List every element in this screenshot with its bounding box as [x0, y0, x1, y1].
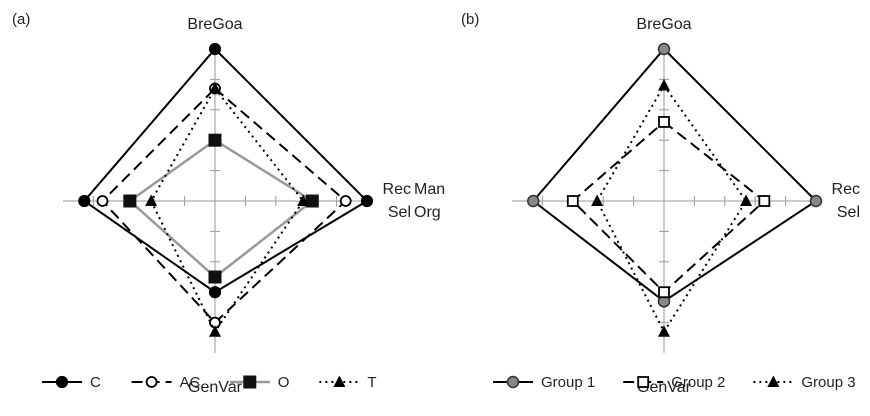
- data-point-t-manorg: [145, 194, 158, 206]
- data-point-group-1-recsel: [809, 194, 823, 208]
- legend-marker: [333, 375, 346, 387]
- data-point-t-recsel: [297, 194, 310, 206]
- legend: Group 1 Group 2 Group 3: [493, 374, 856, 391]
- axis-label-bottom: GenVar: [188, 379, 243, 396]
- legend-label: T: [367, 374, 376, 391]
- data-point-group-3-recsel: [740, 194, 753, 206]
- legend: C AC O T: [42, 374, 377, 391]
- data-point-c-recsel: [360, 194, 374, 208]
- panel-label: (a): [12, 11, 30, 28]
- data-point-o-bregoa: [208, 133, 222, 147]
- series-line-t: [150, 86, 305, 334]
- data-point-o-manorg: [123, 194, 137, 208]
- legend-marker: [506, 375, 520, 389]
- legend-label: C: [90, 374, 101, 391]
- axis-label-left: Man: [414, 181, 445, 198]
- legend-marker: [767, 375, 780, 387]
- axis-label-right: Rec: [832, 181, 860, 198]
- data-point-t-genvar: [209, 325, 221, 337]
- axis-label-bottom: GenVar: [637, 379, 692, 396]
- legend-label: Group 3: [801, 374, 855, 391]
- series-line-group-3: [595, 83, 748, 334]
- series-line-group-2: [571, 120, 766, 294]
- legend-marker: [145, 376, 158, 388]
- data-point-group-3-bregoa: [658, 78, 670, 91]
- series-line-o: [127, 138, 315, 279]
- axis-label-right: Sel: [837, 204, 860, 221]
- radar-panel-a: (a)BreGoaGenVarRecSelManOrgCACOT: [12, 11, 411, 396]
- legend-label: Group 2: [671, 374, 725, 391]
- data-point-c-manorg: [78, 194, 91, 208]
- panel-label: (b): [461, 11, 479, 28]
- axis-label-top: BreGoa: [636, 16, 691, 33]
- data-point-o-genvar: [208, 270, 222, 284]
- axis-label-top: BreGoa: [187, 16, 242, 33]
- data-point-group-1-bregoa: [657, 42, 671, 56]
- legend-label: O: [278, 374, 290, 391]
- legend-label: AC: [180, 374, 201, 391]
- series-line-group-1: [531, 47, 818, 303]
- axis-label-right: Rec: [383, 181, 411, 198]
- data-point-group-3-manorg: [591, 194, 604, 206]
- legend-marker: [637, 376, 650, 388]
- data-point-group-1-manorg: [527, 194, 540, 208]
- data-point-t-bregoa: [209, 82, 221, 94]
- data-point-ac-manorg: [96, 195, 109, 207]
- data-point-group-2-manorg: [566, 195, 579, 207]
- data-point-group-2-recsel: [758, 195, 771, 207]
- data-point-group-2-genvar: [658, 286, 670, 299]
- data-point-c-bregoa: [208, 42, 222, 56]
- data-point-ac-recsel: [339, 195, 352, 207]
- legend-marker: [55, 375, 69, 389]
- axis-label-right: Sel: [388, 204, 411, 221]
- data-point-c-genvar: [208, 286, 222, 299]
- axis-label-left: Org: [414, 204, 441, 221]
- series-line-c: [82, 47, 369, 294]
- data-point-group-2-bregoa: [658, 116, 670, 128]
- legend-label: Group 1: [541, 374, 595, 391]
- legend-marker: [243, 375, 257, 389]
- data-point-group-3-genvar: [658, 325, 670, 337]
